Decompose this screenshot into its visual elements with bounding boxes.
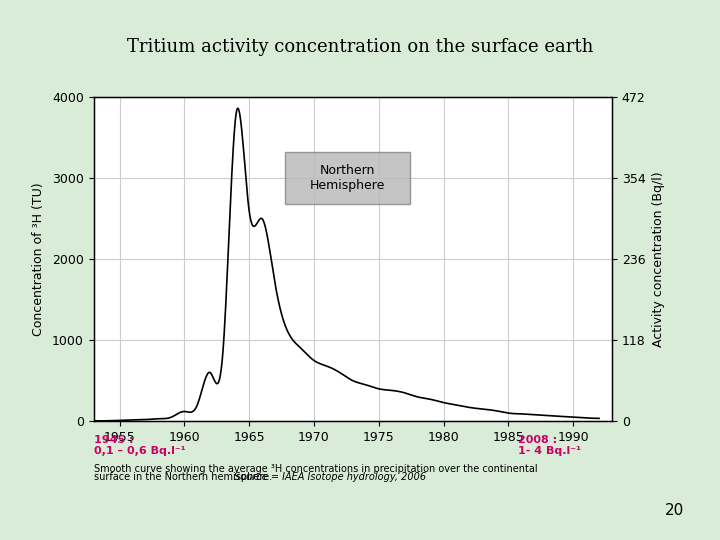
Y-axis label: Concentration of ³H (TU): Concentration of ³H (TU) <box>32 183 45 336</box>
Text: Source = IAEA Isotope hydrology, 2006: Source = IAEA Isotope hydrology, 2006 <box>234 472 426 483</box>
Text: 1- 4 Bq.l⁻¹: 1- 4 Bq.l⁻¹ <box>518 446 582 456</box>
Text: 0,1 – 0,6 Bq.l⁻¹: 0,1 – 0,6 Bq.l⁻¹ <box>94 446 185 456</box>
Text: 2008 :: 2008 : <box>518 435 557 445</box>
Text: 1945 :: 1945 : <box>94 435 133 445</box>
Text: Northern
Hemisphere: Northern Hemisphere <box>310 164 385 192</box>
Text: 20: 20 <box>665 503 684 518</box>
Text: Tritium activity concentration on the surface earth: Tritium activity concentration on the su… <box>127 38 593 56</box>
Text: Smooth curve showing the average ³H concentrations in precipitation over the con: Smooth curve showing the average ³H conc… <box>94 464 537 475</box>
Y-axis label: Activity concentration (Bq/l): Activity concentration (Bq/l) <box>652 171 665 347</box>
FancyBboxPatch shape <box>285 152 410 204</box>
Text: surface in the Northern hemisphere.: surface in the Northern hemisphere. <box>94 472 275 483</box>
